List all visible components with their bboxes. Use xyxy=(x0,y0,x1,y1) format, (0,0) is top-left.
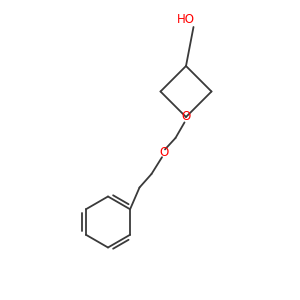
Text: HO: HO xyxy=(176,13,194,26)
Text: O: O xyxy=(182,110,190,124)
Text: O: O xyxy=(159,146,168,160)
